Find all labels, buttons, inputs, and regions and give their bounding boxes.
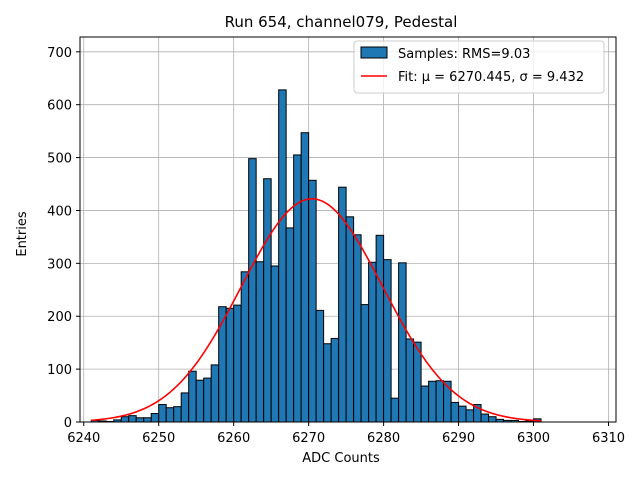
histogram-bar — [158, 404, 167, 423]
histogram-bar — [285, 227, 295, 423]
histogram-bar — [218, 306, 227, 423]
histogram-bar — [315, 309, 325, 423]
histogram-bar — [278, 89, 287, 423]
histogram-bar — [263, 178, 272, 423]
histogram-bar — [270, 265, 280, 423]
histogram-bar — [413, 341, 422, 423]
histogram-bar — [240, 271, 250, 423]
histogram-bar — [135, 417, 145, 423]
histogram-bar — [173, 406, 182, 423]
histogram-bar — [488, 416, 497, 423]
y-tick-label: 100 — [47, 363, 72, 378]
histogram-bar — [465, 409, 475, 423]
histogram-bar — [210, 364, 220, 423]
histogram-bar — [330, 337, 340, 423]
x-tick-label: 6250 — [142, 431, 175, 446]
histogram-bar — [323, 343, 332, 423]
x-tick-label: 6310 — [592, 431, 625, 446]
histogram-bar — [428, 380, 437, 423]
y-axis-ticks: 0 100 200 300 400 500 600 700 — [47, 46, 80, 431]
histogram-bar — [435, 380, 445, 423]
histogram-bar — [480, 413, 490, 423]
y-tick-label: 0 — [64, 416, 72, 431]
histogram-bar — [353, 234, 362, 423]
histogram-bar — [165, 407, 175, 423]
histogram-bar — [443, 380, 452, 423]
y-tick-label: 300 — [47, 257, 72, 272]
histogram-bar — [143, 417, 152, 423]
histogram-bar — [150, 413, 160, 423]
histogram-bar — [180, 392, 190, 423]
histogram-bar — [368, 261, 377, 423]
histogram-bar — [360, 304, 370, 423]
x-axis-label: ADC Counts — [302, 451, 380, 466]
y-axis-label: Entries — [15, 211, 30, 257]
histogram-bar — [293, 154, 302, 423]
chart-title: Run 654, channel079, Pedestal — [225, 13, 458, 31]
legend: Samples: RMS=9.03 Fit: μ = 6270.445, σ =… — [353, 40, 605, 94]
histogram-bar — [248, 158, 257, 423]
x-tick-label: 6280 — [367, 431, 400, 446]
legend-box — [353, 40, 605, 94]
legend-histogram-swatch — [360, 46, 388, 59]
histogram-bar — [345, 216, 355, 423]
histogram-bar — [308, 179, 317, 423]
histogram-bar — [203, 377, 212, 423]
y-tick-label: 500 — [47, 152, 72, 167]
histogram-bar — [128, 415, 137, 423]
histogram-bar — [420, 385, 430, 423]
y-tick-label: 600 — [47, 99, 72, 114]
histogram-bar — [225, 307, 235, 423]
fit-curve — [91, 198, 542, 422]
x-axis-ticks: 6240 6250 6260 6270 6280 6290 6300 6310 — [67, 422, 625, 446]
x-tick-label: 6290 — [442, 431, 475, 446]
histogram-bar — [300, 132, 310, 423]
axes-frame — [79, 36, 617, 423]
x-tick-label: 6240 — [67, 431, 100, 446]
y-tick-label: 200 — [47, 310, 72, 325]
histogram-bar — [458, 405, 467, 423]
histogram-bar — [375, 234, 385, 423]
histogram-bar — [405, 338, 415, 423]
histogram-bars — [90, 89, 542, 423]
histogram-bar — [398, 262, 407, 423]
histogram-bar — [383, 259, 392, 423]
y-tick-label: 700 — [47, 46, 72, 61]
legend-histogram-label: Samples: RMS=9.03 — [398, 47, 530, 62]
histogram-bar — [188, 370, 197, 423]
histogram-bar — [255, 261, 265, 423]
histogram-bar — [233, 304, 242, 423]
histogram-bar — [390, 397, 400, 423]
legend-fit-label: Fit: μ = 6270.445, σ = 9.432 — [398, 70, 584, 85]
x-tick-label: 6260 — [217, 431, 250, 446]
histogram-bar — [120, 416, 130, 423]
y-tick-label: 400 — [47, 204, 72, 219]
x-tick-label: 6300 — [517, 431, 550, 446]
histogram-bar — [450, 401, 460, 423]
x-tick-label: 6270 — [292, 431, 325, 446]
histogram-bar — [195, 379, 205, 423]
